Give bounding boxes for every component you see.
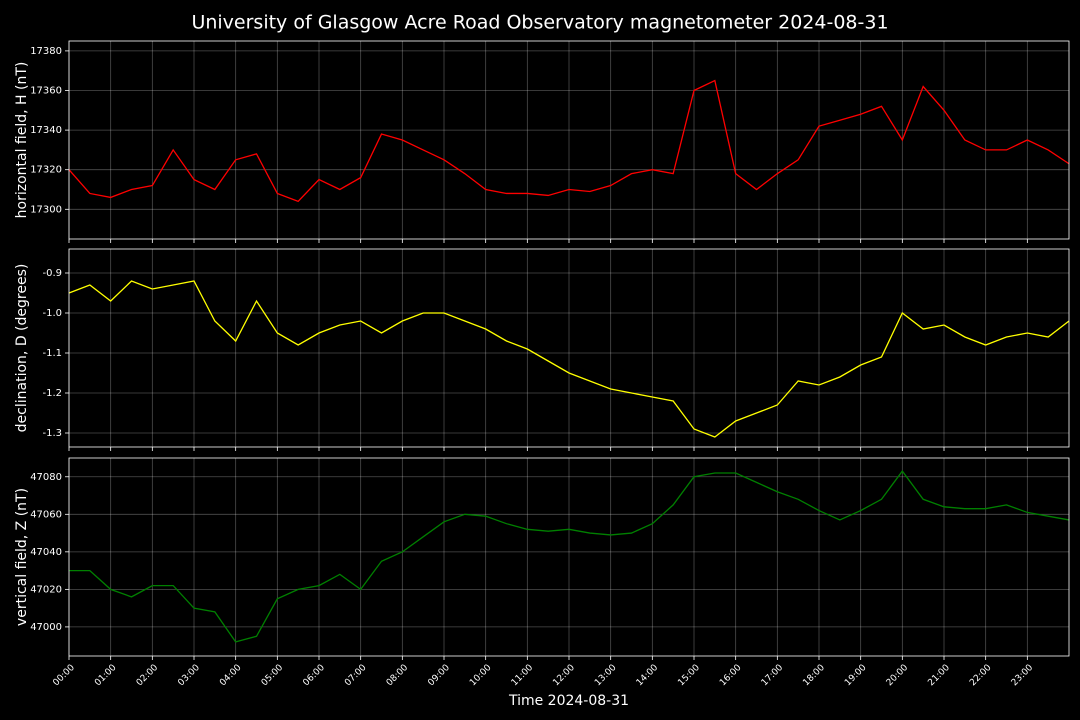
x-axis-label: Time 2024-08-31 <box>508 693 629 709</box>
axes-frame <box>68 248 1070 448</box>
y-tick-label: 17300 <box>30 204 62 215</box>
y-tick-label: -0.9 <box>42 268 62 279</box>
y-tick-label: -1.1 <box>42 348 62 359</box>
figure-title: University of Glasgow Acre Road Observat… <box>191 12 888 34</box>
data-line <box>68 280 1070 438</box>
y-axis-label: declination, D (degrees) <box>14 264 30 433</box>
data-line <box>69 470 1070 643</box>
y-axis-label: vertical field, Z (nT) <box>14 488 30 626</box>
y-tick-label: -1.2 <box>42 388 62 399</box>
y-tick-label: -1.0 <box>42 308 62 319</box>
y-tick-label: 47020 <box>30 584 62 595</box>
axes-frame <box>68 457 1070 657</box>
y-tick-label: -1.3 <box>42 428 62 439</box>
y-tick-label: 47080 <box>30 472 62 483</box>
y-tick-label: 17340 <box>30 125 62 136</box>
y-tick-label: 17380 <box>30 46 62 57</box>
axes-frame <box>68 40 1070 240</box>
y-tick-label: 47000 <box>30 622 62 633</box>
y-tick-label: 17320 <box>30 165 62 176</box>
y-tick-label: 17360 <box>30 86 62 97</box>
y-axis-label: horizontal field, H (nT) <box>14 62 30 219</box>
data-line <box>68 79 1070 203</box>
y-tick-label: 47040 <box>30 547 62 558</box>
y-tick-label: 47060 <box>30 509 62 520</box>
